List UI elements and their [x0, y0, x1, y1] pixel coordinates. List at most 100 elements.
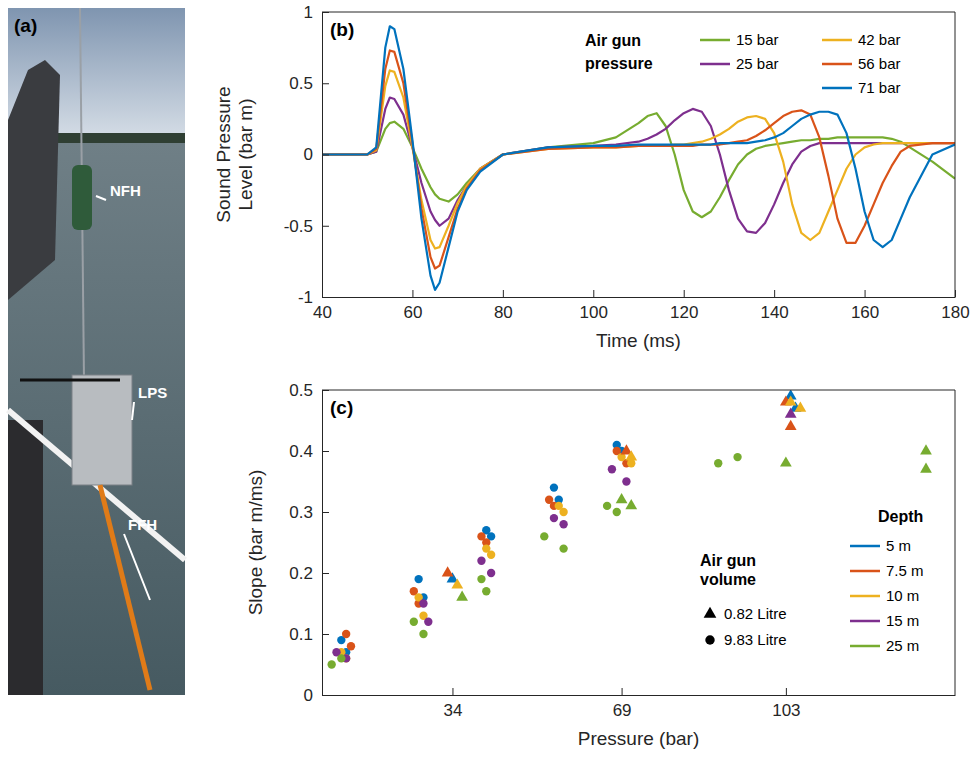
data-point — [487, 551, 495, 559]
tick-mark — [503, 290, 504, 297]
tick-label: 100 — [580, 303, 608, 322]
tick-label: 0.4 — [289, 442, 313, 461]
tick: 69 — [613, 688, 632, 720]
legend-entry: 25 bar — [736, 55, 779, 72]
data-point — [550, 514, 558, 522]
tick-mark — [322, 155, 329, 156]
legend-swatch — [850, 620, 880, 623]
tick-mark — [865, 290, 866, 297]
data-point — [622, 477, 630, 485]
data-point — [616, 493, 628, 503]
series-line — [322, 98, 955, 233]
tick-mark — [322, 226, 329, 227]
legend-swatch — [850, 570, 880, 573]
legend: Depth5 m7.5 m10 m15 m25 mAir gunvolume0.… — [700, 508, 924, 654]
tick-mark — [684, 290, 685, 297]
legend-entry: 71 bar — [858, 79, 901, 96]
tick: 103 — [772, 688, 800, 720]
tick-label: 1 — [304, 3, 313, 22]
tick: 0.4 — [289, 442, 329, 461]
legend-title: Depth — [878, 508, 923, 525]
annotation: LPS — [138, 384, 167, 401]
data-point — [785, 395, 797, 405]
frame-top — [322, 390, 955, 391]
tick-label: 103 — [772, 701, 800, 720]
chart-c: 346910300.10.20.30.40.5Pressure (bar)Slo… — [245, 381, 956, 749]
tick: 60 — [403, 290, 422, 322]
legend-title: Air gunpressure — [585, 32, 653, 72]
tick-mark — [622, 688, 623, 695]
tick: 100 — [580, 290, 608, 322]
data-point — [419, 599, 427, 607]
tick-mark — [593, 290, 594, 297]
tick-label: 60 — [403, 303, 422, 322]
legend-swatch — [822, 39, 852, 42]
legend-swatch — [850, 645, 880, 648]
legend-entry: 10 m — [886, 587, 919, 604]
y-axis: -1-0.500.51 — [284, 3, 329, 307]
legend-marker — [705, 635, 714, 644]
data-point — [442, 566, 454, 576]
data-point — [477, 575, 485, 583]
data-point — [559, 544, 567, 552]
plot-area — [327, 390, 931, 669]
legend-swatch — [700, 39, 730, 42]
data-point — [625, 450, 637, 460]
data-point — [451, 578, 463, 588]
plot-area — [322, 26, 955, 290]
tick-label: 69 — [613, 701, 632, 720]
x-axis-title: Time (ms) — [596, 330, 681, 351]
legend-entry: 0.82 Litre — [724, 605, 787, 622]
tick-mark — [322, 83, 329, 84]
tick-label: 0.2 — [289, 564, 313, 583]
tick: 34 — [444, 688, 463, 720]
data-point — [456, 591, 468, 601]
data-point — [780, 456, 792, 466]
data-point — [794, 402, 806, 412]
data-point — [785, 420, 797, 430]
panel-label: (c) — [330, 397, 353, 418]
tick-mark — [452, 688, 453, 695]
tick-mark — [322, 451, 329, 452]
data-point — [559, 520, 567, 528]
source-cylinder — [72, 375, 132, 485]
data-point — [550, 483, 558, 491]
series-line — [322, 26, 955, 290]
tick-label: 120 — [670, 303, 698, 322]
series-line — [322, 70, 955, 248]
legend-title: Air gunvolume — [700, 552, 756, 588]
tick-label: 160 — [851, 303, 879, 322]
axis-line — [323, 695, 956, 696]
tick: 0.5 — [289, 74, 329, 93]
tick-label: 0.5 — [289, 381, 313, 400]
panel-label: (b) — [330, 19, 354, 40]
tick-label: 0 — [304, 145, 313, 164]
data-point — [613, 508, 621, 516]
tick-label: 0 — [304, 686, 313, 705]
data-point — [608, 465, 616, 473]
tick: 0.3 — [289, 503, 329, 522]
boat-hull — [8, 420, 43, 695]
tick-mark — [322, 573, 329, 574]
data-point — [342, 630, 350, 638]
tick: 0.2 — [289, 564, 329, 583]
tick-label: 0.1 — [289, 625, 313, 644]
legend-entry: 15 bar — [736, 31, 779, 48]
tick-mark — [322, 695, 329, 696]
tick-mark — [412, 290, 413, 297]
data-point — [920, 463, 932, 473]
tick-label: 0.5 — [289, 74, 313, 93]
frame-right — [955, 12, 956, 297]
data-point — [625, 499, 637, 509]
data-point — [347, 642, 355, 650]
y-axis: 0 0.1 0.2 0.3 0.4 0.5 — [289, 381, 329, 705]
legend-swatch — [822, 63, 852, 66]
legend-entry: 9.83 Litre — [724, 631, 787, 648]
annotation: FFH — [128, 516, 157, 533]
annotation-arrow — [96, 196, 106, 200]
x-axis: 406080100120140160180 — [313, 290, 970, 322]
legend-swatch — [700, 63, 730, 66]
data-point — [419, 630, 427, 638]
tick-label: -1 — [298, 288, 313, 307]
data-point — [477, 557, 485, 565]
